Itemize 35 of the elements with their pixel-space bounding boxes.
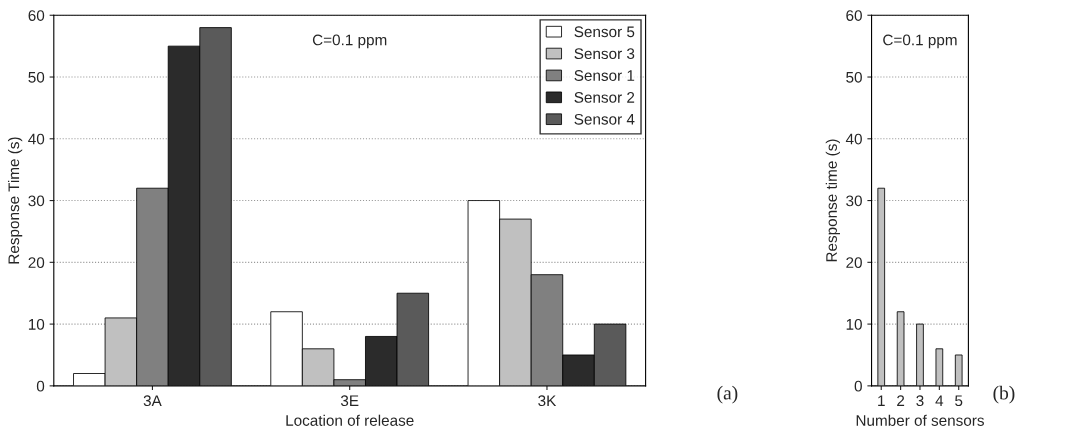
x-tick-label: 1 (878, 395, 885, 406)
legend-label: Sensor 2 (574, 92, 635, 103)
y-tick-label: 50 (28, 71, 45, 83)
y-tick-label: 10 (846, 318, 862, 330)
y-tick-label: 30 (846, 195, 862, 207)
y-tick-label: 40 (28, 133, 45, 145)
legend-label: Sensor 4 (574, 113, 635, 125)
y-tick-label: 60 (846, 10, 862, 21)
legend-label: Sensor 3 (574, 48, 635, 60)
x-tick-label: 3 (916, 395, 924, 407)
x-tick-label: 3E (340, 395, 359, 407)
y-tick-label: 0 (36, 380, 45, 392)
x-tick-label: 4 (935, 395, 944, 406)
legend-label: Sensor 1 (574, 70, 635, 81)
y-tick-label: 0 (854, 380, 862, 392)
y-tick-label: 10 (28, 318, 45, 330)
y-tick-label: 50 (846, 71, 862, 83)
text: (a) (717, 385, 738, 404)
y-axis-title: Response time (s) (825, 139, 840, 262)
y-tick-label: 20 (28, 257, 45, 269)
annotation: C=0.1 ppm (883, 34, 957, 49)
x-tick-label: 3A (143, 395, 162, 407)
annotation: C=0.1 ppm (312, 34, 387, 49)
y-tick-label: 30 (28, 195, 45, 207)
y-tick-label: 20 (846, 257, 862, 269)
x-tick-label: 2 (897, 395, 905, 406)
y-tick-label: 60 (28, 10, 45, 21)
x-axis-title: Location of release (286, 414, 414, 426)
y-axis-title: Response Time (s) (7, 137, 23, 264)
text: (b) (993, 385, 1015, 404)
y-tick-label: 40 (845, 133, 862, 145)
x-axis-title: Number of sensors (856, 414, 984, 426)
legend-label: Sensor 5 (574, 26, 635, 38)
x-tick-label: 5 (955, 395, 963, 407)
x-tick-label: 3K (538, 395, 557, 407)
